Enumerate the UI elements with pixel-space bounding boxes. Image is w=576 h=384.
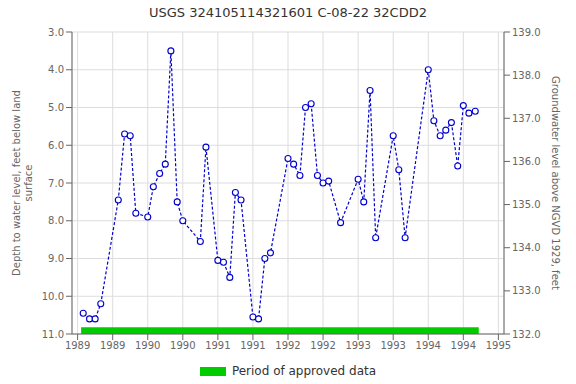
- svg-text:1994: 1994: [451, 340, 476, 351]
- svg-text:Groundwater level above NGVD 1: Groundwater level above NGVD 1929, feet: [551, 76, 562, 290]
- svg-text:132.0: 132.0: [512, 329, 541, 340]
- svg-text:1992: 1992: [310, 340, 335, 351]
- svg-text:134.0: 134.0: [512, 242, 541, 253]
- svg-text:1991: 1991: [240, 340, 265, 351]
- svg-text:1995: 1995: [486, 340, 511, 351]
- svg-text:10.0: 10.0: [42, 291, 64, 302]
- svg-text:1989: 1989: [65, 340, 90, 351]
- html-text:USGS 324105114321601 C-08-22 3: USGS 324105114321601 C-08-22 32CDD2: [149, 4, 427, 20]
- svg-text:1991: 1991: [205, 340, 230, 351]
- svg-text:3.0: 3.0: [48, 27, 64, 38]
- svg-text:4.0: 4.0: [48, 64, 64, 75]
- svg-text:5.0: 5.0: [48, 102, 64, 113]
- svg-text:137.0: 137.0: [512, 113, 541, 124]
- svg-text:6.0: 6.0: [48, 140, 64, 151]
- svg-text:139.0: 139.0: [512, 27, 541, 38]
- svg-text:1992: 1992: [275, 340, 300, 351]
- svg-text:135.0: 135.0: [512, 199, 541, 210]
- svg-text:133.0: 133.0: [512, 285, 541, 296]
- svg-text:138.0: 138.0: [512, 70, 541, 81]
- svg-text:11.0: 11.0: [42, 329, 64, 340]
- html-text:Period of approved data: Period of approved data: [231, 364, 377, 378]
- svg-text:1993: 1993: [380, 340, 405, 351]
- svg-text:136.0: 136.0: [512, 156, 541, 167]
- svg-text:7.0: 7.0: [48, 178, 64, 189]
- svg-text:1990: 1990: [170, 340, 195, 351]
- svg-text:1994: 1994: [416, 340, 441, 351]
- svg-text:1993: 1993: [345, 340, 370, 351]
- svg-text:Depth to water level, feet bel: Depth to water level, feet below landsur…: [11, 90, 34, 276]
- svg-text:9.0: 9.0: [48, 253, 64, 264]
- svg-text:1990: 1990: [135, 340, 160, 351]
- svg-text:1989: 1989: [100, 340, 125, 351]
- svg-text:8.0: 8.0: [48, 215, 64, 226]
